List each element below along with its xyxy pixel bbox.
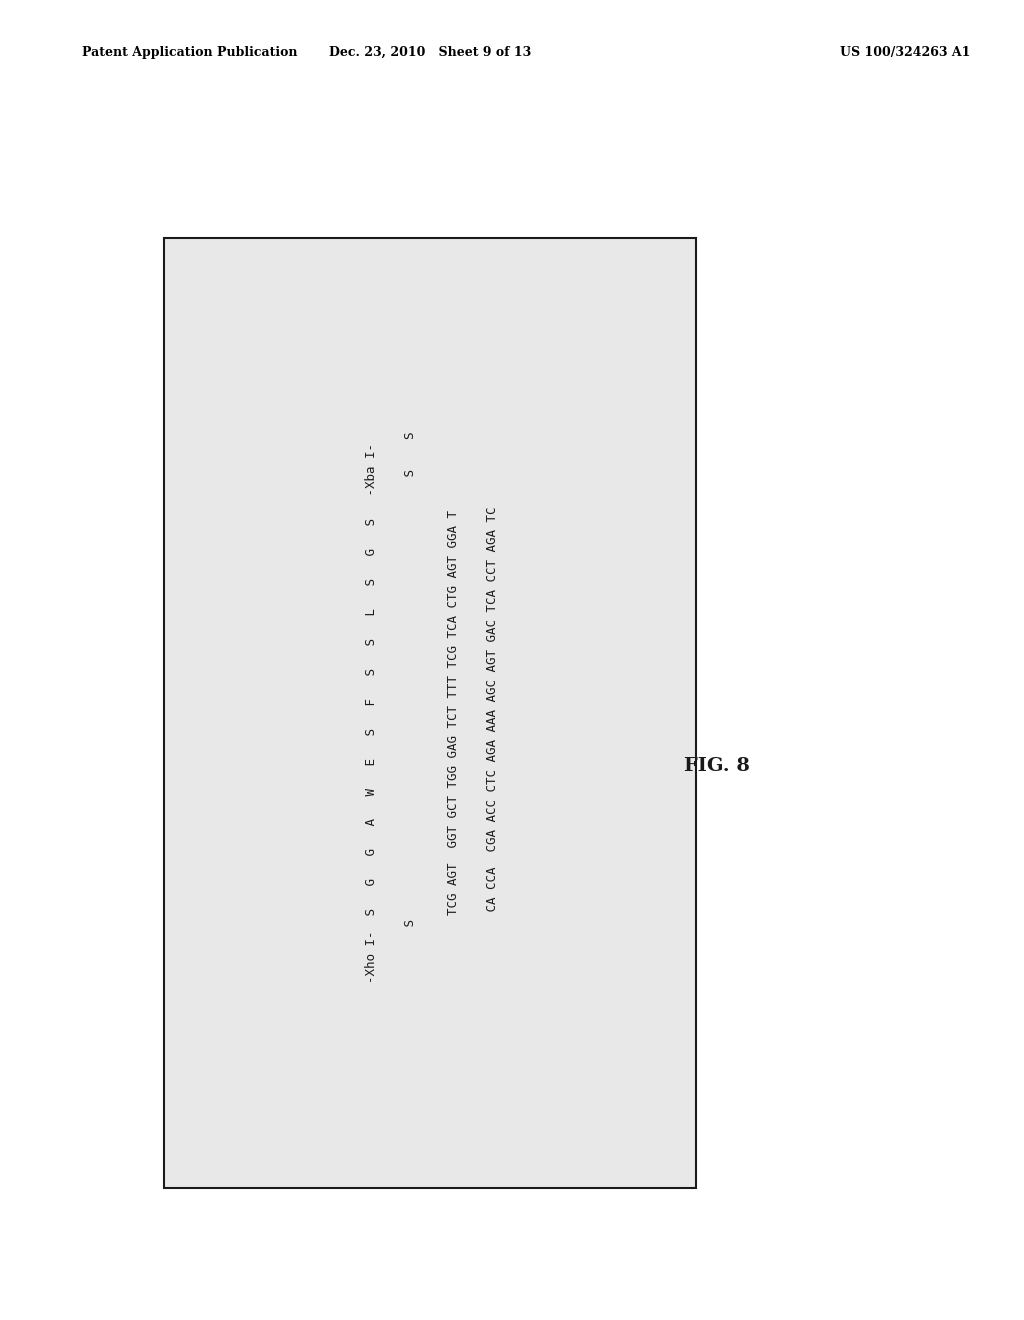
Text: Patent Application Publication: Patent Application Publication (82, 46, 297, 59)
Text: US 100/324263 A1: US 100/324263 A1 (840, 46, 970, 59)
FancyBboxPatch shape (164, 238, 696, 1188)
Text: S                                                           S    S: S S S (404, 432, 417, 994)
Text: CA CCA  CGA ACC CTC AGA AAA AGC AGT GAC TCA CCT AGA TC: CA CCA CGA ACC CTC AGA AAA AGC AGT GAC T… (485, 507, 499, 919)
Text: FIG. 8: FIG. 8 (684, 756, 750, 775)
Text: TCG AGT  GGT GCT TGG GAG TCT TTT TCG TCA CTG AGT GGA T: TCG AGT GGT GCT TGG GAG TCT TTT TCG TCA … (446, 511, 460, 915)
Text: -Xho I-  S   G   G   A   W   E   S   F   S   S   L   S   G   S   -Xba I-: -Xho I- S G G A W E S F S S L S G S -Xba… (366, 442, 378, 983)
Text: Dec. 23, 2010   Sheet 9 of 13: Dec. 23, 2010 Sheet 9 of 13 (329, 46, 531, 59)
